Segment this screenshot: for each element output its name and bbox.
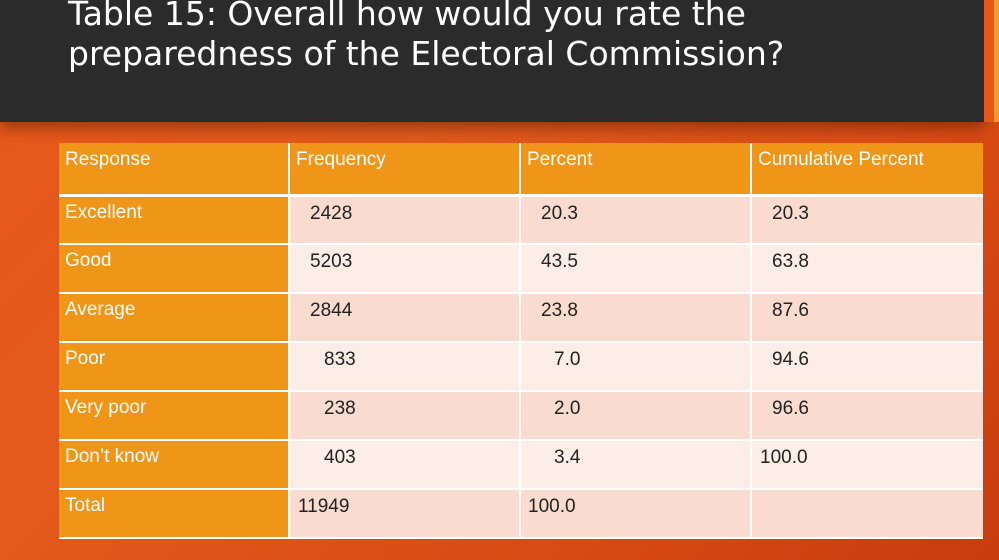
percent-cell: 2.0	[520, 391, 752, 441]
percent-cell: 7.0	[520, 342, 752, 392]
response-cell: Don’t know	[59, 440, 290, 490]
cumulative-cell: 94.6	[751, 342, 983, 392]
table-row: Average 2844 23.8 87.6	[59, 293, 983, 343]
header-response: Response	[59, 143, 290, 197]
table-row: Poor 833 7.0 94.6	[59, 342, 983, 392]
frequency-cell: 5203	[289, 244, 521, 294]
cumulative-cell: 100.0	[751, 440, 983, 490]
cumulative-cell: 20.3	[751, 195, 983, 245]
frequency-cell: 2428	[289, 195, 521, 245]
table-row: Don’t know 403 3.4 100.0	[59, 440, 983, 490]
title-bar: Table 15: Overall how would you rate the…	[0, 0, 984, 122]
response-cell: Total	[59, 489, 290, 539]
frequency-cell: 11949	[289, 489, 521, 539]
frequency-cell: 238	[289, 391, 521, 441]
header-cumulative-percent: Cumulative Percent	[751, 143, 983, 197]
response-cell: Very poor	[59, 391, 290, 441]
frequency-table-container: Response Frequency Percent Cumulative Pe…	[59, 143, 983, 539]
percent-cell: 100.0	[520, 489, 752, 539]
response-cell: Poor	[59, 342, 290, 392]
header-frequency: Frequency	[289, 143, 521, 197]
cumulative-cell: 87.6	[751, 293, 983, 343]
slide-title: Table 15: Overall how would you rate the…	[68, 0, 785, 73]
frequency-table: Response Frequency Percent Cumulative Pe…	[59, 143, 983, 539]
table-row: Excellent 2428 20.3 20.3	[59, 195, 983, 245]
table-row-total: Total 11949 100.0	[59, 489, 983, 539]
response-cell: Good	[59, 244, 290, 294]
percent-cell: 43.5	[520, 244, 752, 294]
cumulative-cell	[751, 489, 983, 539]
cumulative-cell: 63.8	[751, 244, 983, 294]
table-row: Good 5203 43.5 63.8	[59, 244, 983, 294]
table-header-row: Response Frequency Percent Cumulative Pe…	[59, 143, 983, 197]
frequency-cell: 2844	[289, 293, 521, 343]
frequency-cell: 403	[289, 440, 521, 490]
frequency-cell: 833	[289, 342, 521, 392]
cumulative-cell: 96.6	[751, 391, 983, 441]
table-row: Very poor 238 2.0 96.6	[59, 391, 983, 441]
header-percent: Percent	[520, 143, 752, 197]
response-cell: Excellent	[59, 195, 290, 245]
percent-cell: 23.8	[520, 293, 752, 343]
title-accent-bar	[984, 0, 999, 122]
percent-cell: 20.3	[520, 195, 752, 245]
response-cell: Average	[59, 293, 290, 343]
percent-cell: 3.4	[520, 440, 752, 490]
